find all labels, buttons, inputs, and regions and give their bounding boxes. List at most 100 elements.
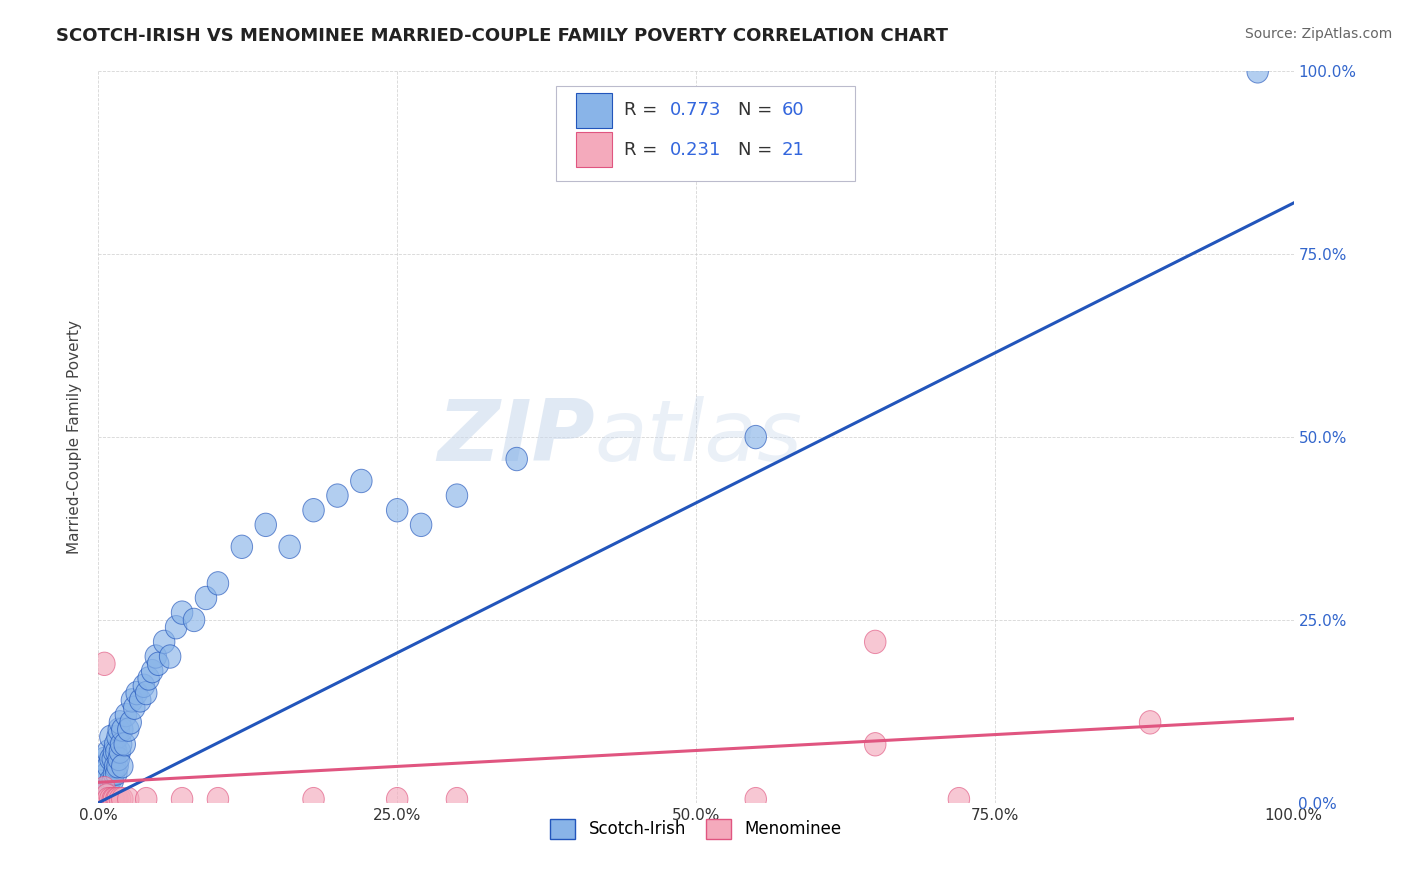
Ellipse shape <box>135 681 157 705</box>
Ellipse shape <box>100 769 121 793</box>
Ellipse shape <box>207 788 229 811</box>
Legend: Scotch-Irish, Menominee: Scotch-Irish, Menominee <box>544 812 848 846</box>
Text: N =: N = <box>738 141 778 159</box>
Ellipse shape <box>118 788 139 811</box>
Ellipse shape <box>94 652 115 675</box>
Ellipse shape <box>387 499 408 522</box>
Y-axis label: Married-Couple Family Poverty: Married-Couple Family Poverty <box>67 320 83 554</box>
Ellipse shape <box>114 732 135 756</box>
Ellipse shape <box>103 769 124 793</box>
Ellipse shape <box>107 725 128 748</box>
Ellipse shape <box>166 615 187 639</box>
Ellipse shape <box>107 755 128 778</box>
Ellipse shape <box>94 776 115 800</box>
Ellipse shape <box>111 718 134 741</box>
Text: R =: R = <box>624 141 664 159</box>
Ellipse shape <box>231 535 253 558</box>
Ellipse shape <box>195 586 217 610</box>
Text: atlas: atlas <box>595 395 803 479</box>
Ellipse shape <box>104 732 127 756</box>
FancyBboxPatch shape <box>576 93 613 128</box>
Ellipse shape <box>148 652 169 675</box>
Text: R =: R = <box>624 101 664 120</box>
Ellipse shape <box>105 762 127 785</box>
Ellipse shape <box>865 732 886 756</box>
Ellipse shape <box>94 769 115 793</box>
Ellipse shape <box>138 666 159 690</box>
Ellipse shape <box>172 788 193 811</box>
Ellipse shape <box>104 755 127 778</box>
Ellipse shape <box>145 645 166 668</box>
Ellipse shape <box>411 513 432 537</box>
Text: Source: ZipAtlas.com: Source: ZipAtlas.com <box>1244 27 1392 41</box>
FancyBboxPatch shape <box>576 132 613 167</box>
Ellipse shape <box>97 788 118 811</box>
Text: 21: 21 <box>782 141 804 159</box>
Ellipse shape <box>1139 711 1161 734</box>
Ellipse shape <box>302 499 325 522</box>
Ellipse shape <box>254 513 277 537</box>
Ellipse shape <box>745 788 766 811</box>
Ellipse shape <box>120 711 142 734</box>
Ellipse shape <box>108 718 129 741</box>
Ellipse shape <box>94 776 115 800</box>
Ellipse shape <box>153 630 174 654</box>
Ellipse shape <box>121 689 142 712</box>
Text: 0.231: 0.231 <box>669 141 721 159</box>
Ellipse shape <box>103 788 125 811</box>
Ellipse shape <box>124 696 145 720</box>
Ellipse shape <box>1247 60 1268 83</box>
Ellipse shape <box>129 689 150 712</box>
Ellipse shape <box>100 725 121 748</box>
FancyBboxPatch shape <box>557 86 855 181</box>
Ellipse shape <box>110 788 131 811</box>
Ellipse shape <box>127 681 148 705</box>
Ellipse shape <box>111 755 134 778</box>
Ellipse shape <box>183 608 205 632</box>
Ellipse shape <box>159 645 181 668</box>
Ellipse shape <box>142 659 163 683</box>
Ellipse shape <box>100 788 121 811</box>
Ellipse shape <box>97 739 118 764</box>
Ellipse shape <box>118 718 139 741</box>
Ellipse shape <box>326 483 349 508</box>
Ellipse shape <box>134 674 155 698</box>
Ellipse shape <box>865 630 886 654</box>
Ellipse shape <box>172 601 193 624</box>
Ellipse shape <box>103 747 124 771</box>
Ellipse shape <box>207 572 229 595</box>
Ellipse shape <box>115 703 136 727</box>
Ellipse shape <box>100 747 121 771</box>
Ellipse shape <box>302 788 325 811</box>
Ellipse shape <box>506 447 527 471</box>
Ellipse shape <box>96 784 118 807</box>
Ellipse shape <box>350 469 373 492</box>
Ellipse shape <box>105 739 127 764</box>
Ellipse shape <box>105 788 127 811</box>
Ellipse shape <box>107 788 128 811</box>
Ellipse shape <box>94 747 115 771</box>
Text: SCOTCH-IRISH VS MENOMINEE MARRIED-COUPLE FAMILY POVERTY CORRELATION CHART: SCOTCH-IRISH VS MENOMINEE MARRIED-COUPLE… <box>56 27 948 45</box>
Ellipse shape <box>97 755 118 778</box>
Ellipse shape <box>278 535 301 558</box>
Ellipse shape <box>103 739 125 764</box>
Ellipse shape <box>103 788 124 811</box>
Text: 0.773: 0.773 <box>669 101 721 120</box>
Ellipse shape <box>446 788 468 811</box>
Ellipse shape <box>135 788 157 811</box>
Text: ZIP: ZIP <box>437 395 595 479</box>
Ellipse shape <box>110 711 131 734</box>
Text: 60: 60 <box>782 101 804 120</box>
Ellipse shape <box>745 425 766 449</box>
Ellipse shape <box>96 762 118 785</box>
Ellipse shape <box>111 732 132 756</box>
Ellipse shape <box>387 788 408 811</box>
Ellipse shape <box>97 776 118 800</box>
Ellipse shape <box>103 762 125 785</box>
Ellipse shape <box>108 747 129 771</box>
Ellipse shape <box>446 483 468 508</box>
Ellipse shape <box>948 788 970 811</box>
Ellipse shape <box>111 788 134 811</box>
Ellipse shape <box>110 739 131 764</box>
Text: N =: N = <box>738 101 778 120</box>
